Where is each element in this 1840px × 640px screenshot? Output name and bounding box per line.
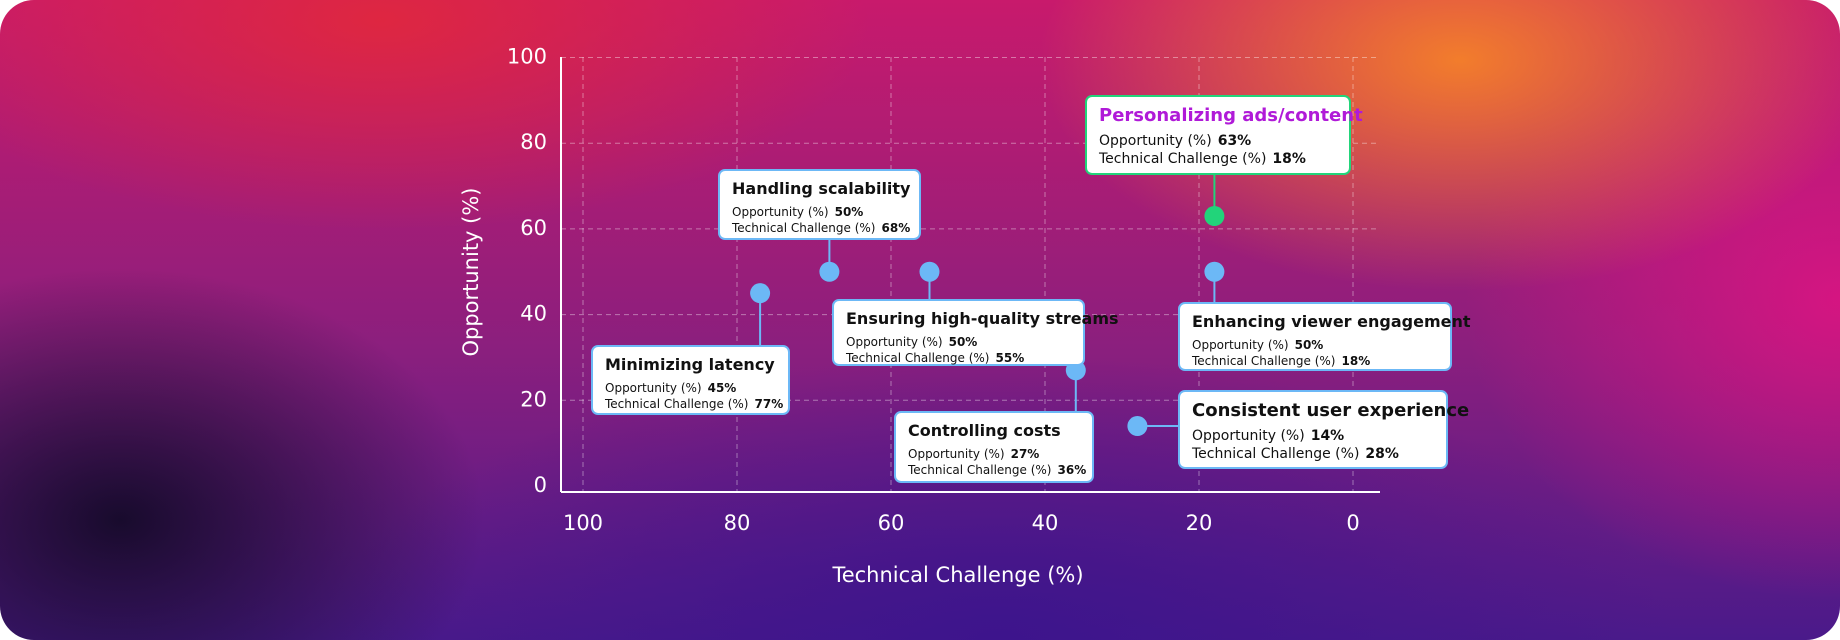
annotation-row: Opportunity (%) 14% — [1192, 427, 1434, 445]
field-value: 50% — [1294, 338, 1324, 352]
annotation-box: Ensuring high-quality streams Opportunity… — [832, 299, 1119, 366]
annotation-title: Ensuring high-quality streams — [846, 309, 1119, 328]
field-value: 63% — [1217, 133, 1252, 149]
annotation-row: Technical Challenge (%) 77% — [605, 396, 783, 412]
annotation-box: Personalizing ads/content Opportunity (%)… — [1085, 95, 1363, 175]
annotation-box: Minimizing latency Opportunity (%) 45% Tech… — [591, 345, 790, 415]
field-label: Technical Challenge (%) — [908, 463, 1052, 477]
point — [750, 283, 771, 304]
annotation-row: Opportunity (%) 45% — [605, 380, 776, 396]
y-tick-label: 20 — [520, 387, 547, 411]
field-label: Opportunity (%) — [846, 335, 943, 349]
annotation-box: Consistent user experience Opportunity (%… — [1178, 390, 1470, 469]
field-label: Opportunity (%) — [732, 205, 829, 219]
annotation-row: Technical Challenge (%) 18% — [1099, 150, 1337, 168]
point — [1127, 416, 1148, 437]
field-value: 77% — [754, 397, 784, 411]
field-label: Technical Challenge (%) — [605, 397, 749, 411]
y-tick-label: 60 — [520, 216, 547, 240]
x-tick-label: 60 — [878, 511, 905, 535]
annotation-title: Consistent user experience — [1192, 400, 1470, 421]
field-label: Opportunity (%) — [1099, 133, 1212, 149]
annotation-title: Personalizing ads/content — [1099, 105, 1363, 126]
y-tick-label: 40 — [520, 302, 547, 326]
annotation-row: Opportunity (%) 63% — [1099, 132, 1337, 150]
y-axis-label: Opportunity (%) — [459, 187, 483, 356]
annotation-row: Technical Challenge (%) 55% — [846, 350, 1071, 366]
y-tick-label: 0 — [534, 473, 547, 497]
field-label: Opportunity (%) — [1192, 338, 1289, 352]
x-axis-label: Technical Challenge (%) — [831, 563, 1083, 587]
point — [819, 261, 840, 282]
field-label: Opportunity (%) — [605, 381, 702, 395]
y-tick-label: 80 — [520, 130, 547, 154]
field-label: Opportunity (%) — [1192, 428, 1305, 444]
x-tick-label: 40 — [1032, 511, 1059, 535]
field-value: 50% — [834, 205, 864, 219]
point — [919, 261, 940, 282]
annotation-box: Enhancing viewer engagement Opportunity (… — [1178, 302, 1471, 371]
field-label: Technical Challenge (%) — [846, 351, 990, 365]
x-tick-label: 80 — [724, 511, 751, 535]
annotation-title: Enhancing viewer engagement — [1192, 312, 1471, 331]
field-label: Technical Challenge (%) — [1192, 354, 1336, 368]
point — [1204, 261, 1225, 282]
annotation-box: Handling scalability Opportunity (%) 50% Te… — [718, 169, 921, 240]
annotation-title: Handling scalability — [732, 179, 911, 198]
annotation-row: Technical Challenge (%) 68% — [732, 220, 910, 236]
field-label: Technical Challenge (%) — [732, 221, 876, 235]
field-label: Technical Challenge (%) — [1099, 151, 1267, 167]
field-value: 14% — [1310, 428, 1345, 444]
annotation-row: Opportunity (%) 50% — [846, 334, 1071, 350]
annotation-box: Controlling costs Opportunity (%) 27% Techn… — [894, 411, 1094, 483]
y-tick-label: 100 — [507, 45, 547, 69]
annotation-row: Opportunity (%) 50% — [1192, 337, 1438, 353]
annotation-row: Opportunity (%) 50% — [732, 204, 907, 220]
field-value: 36% — [1057, 463, 1087, 477]
field-label: Technical Challenge (%) — [1192, 446, 1360, 462]
x-tick-label: 20 — [1186, 511, 1213, 535]
annotation-title: Minimizing latency — [605, 355, 775, 374]
field-value: 45% — [707, 381, 737, 395]
annotation-title: Controlling costs — [908, 421, 1061, 440]
annotation-row: Technical Challenge (%) 18% — [1192, 353, 1438, 369]
annotation-row: Technical Challenge (%) 28% — [1192, 445, 1434, 463]
field-value: 55% — [995, 351, 1025, 365]
x-tick-label: 0 — [1346, 511, 1359, 535]
field-value: 27% — [1010, 447, 1040, 461]
field-label: Opportunity (%) — [908, 447, 1005, 461]
annotation-row: Technical Challenge (%) 36% — [908, 462, 1086, 478]
field-value: 28% — [1365, 446, 1399, 462]
field-value: 18% — [1341, 354, 1371, 368]
field-value: 18% — [1272, 151, 1306, 167]
annotation-row: Opportunity (%) 27% — [908, 446, 1080, 462]
field-value: 68% — [881, 221, 911, 235]
point — [1204, 206, 1225, 227]
field-value: 50% — [948, 335, 978, 349]
x-tick-label: 100 — [563, 511, 603, 535]
